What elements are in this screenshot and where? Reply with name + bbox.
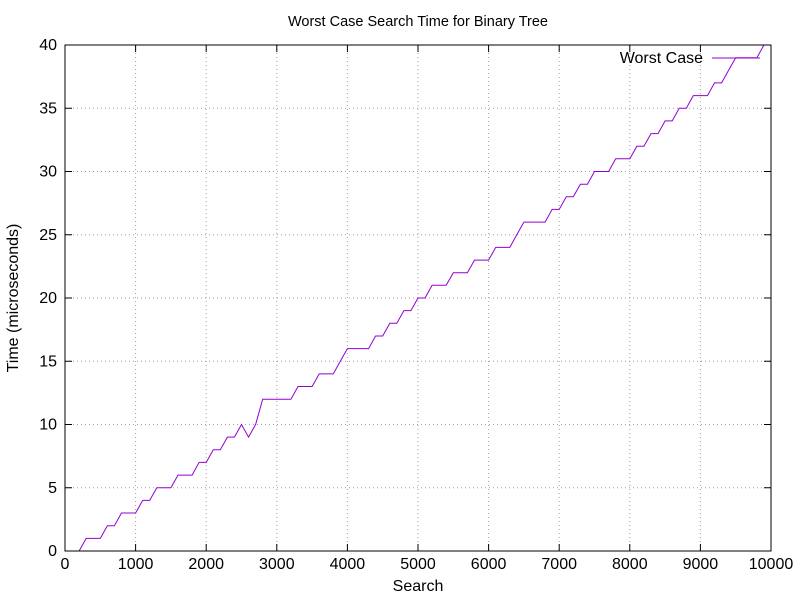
- series-layer: [78, 44, 765, 552]
- y-tick-label: 15: [39, 353, 57, 370]
- x-tick-label: 4000: [330, 556, 366, 573]
- chart-title: Worst Case Search Time for Binary Tree: [288, 14, 548, 30]
- x-tick-label: 8000: [612, 556, 648, 573]
- x-tick-label: 3000: [259, 556, 295, 573]
- y-tick-label: 35: [39, 100, 57, 117]
- y-tick-label: 40: [39, 37, 57, 54]
- plot-frame: [64, 44, 772, 552]
- y-tick-label: 30: [39, 164, 57, 181]
- series-line-worst-case: [78, 44, 765, 552]
- x-tick-label: 6000: [471, 556, 507, 573]
- grid: [65, 45, 771, 551]
- y-tick-label: 5: [48, 480, 57, 497]
- x-tick-label: 10000: [749, 556, 794, 573]
- x-tick-label: 1000: [118, 556, 154, 573]
- y-axis-label: Time (microseconds): [5, 224, 22, 373]
- x-tick-label: 5000: [400, 556, 436, 573]
- x-tick-label: 9000: [683, 556, 719, 573]
- x-tick-label: 2000: [188, 556, 224, 573]
- y-tick-label: 0: [48, 543, 57, 560]
- y-tick-label: 10: [39, 417, 57, 434]
- y-tick-label: 25: [39, 227, 57, 244]
- x-tick-label: 0: [61, 556, 70, 573]
- x-axis-label: Search: [393, 578, 444, 595]
- y-tick-label: 20: [39, 290, 57, 307]
- axis-ticks: 0 1000 2000 3000 4000 5000 6000 7000 8000 9000 100…: [39, 37, 793, 573]
- legend: Worst Case: [620, 50, 760, 67]
- x-tick-label: 7000: [541, 556, 577, 573]
- legend-label: Worst Case: [620, 50, 703, 67]
